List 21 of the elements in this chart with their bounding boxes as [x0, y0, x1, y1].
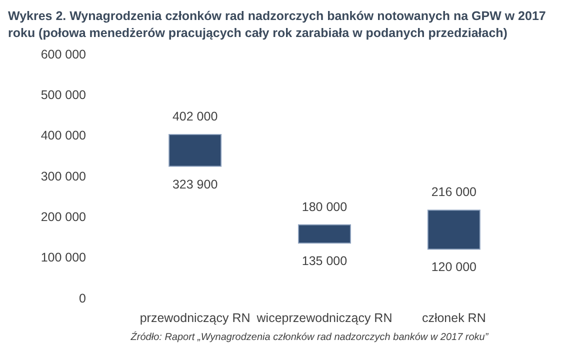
annotation: 216 000: [431, 185, 477, 200]
annotation: 120 000: [431, 260, 477, 274]
y-tick-label: 200 000: [40, 210, 86, 224]
x-tick-label: przewodniczący RN: [140, 311, 250, 325]
bar: [427, 210, 480, 250]
text: Źródło: Raport „Wynagrodzenia członków rad nadzorczych banków w 2017 roku”: [130, 331, 489, 343]
annotation: 402 000: [172, 110, 218, 124]
annotation: 323 900: [172, 177, 218, 192]
y-tick-label: 300 000: [40, 169, 86, 184]
y-tick-label: 400 000: [40, 128, 86, 143]
x-tick-label: członek RN: [422, 311, 486, 325]
x-tick-label: wiceprzewodniczący RN: [256, 311, 392, 325]
annotation: 135 000: [302, 254, 348, 268]
y-tick-label: 100 000: [40, 250, 86, 265]
y-tick-label: 500 000: [40, 88, 86, 102]
y-tick-label: 600 000: [40, 47, 86, 62]
y-tick-label: 0: [79, 291, 86, 306]
bar: [298, 224, 351, 244]
chart-title: Wykres 2. Wynagrodzenia członków rad nadzorczych banków notowanych na GPW w 2017 roku (połowa menedżerów pracujących cały rok zarabiała w podanych przedziałach): [8, 8, 547, 42]
bar: [168, 134, 222, 167]
annotation: 180 000: [302, 200, 348, 214]
